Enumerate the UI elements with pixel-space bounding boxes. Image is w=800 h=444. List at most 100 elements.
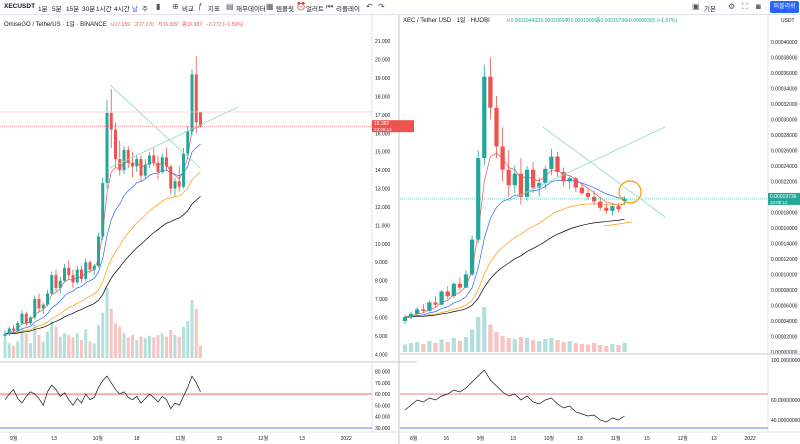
fullscreen-icon[interactable]: ⛶ (742, 2, 748, 11)
interval-15m[interactable]: 15분 (66, 6, 80, 13)
chart-type-icon[interactable]: ▮ (156, 2, 161, 11)
time-tick-label: 11월 (611, 435, 621, 442)
price-tick-label: 15.000 (375, 150, 391, 156)
volume-bar (476, 317, 481, 352)
interval-5m[interactable]: 5분 (52, 6, 62, 13)
templates-button[interactable]: 템플릿 (276, 6, 294, 13)
volume-bar (591, 343, 597, 352)
price-tick-label: 13.000 (375, 187, 391, 193)
volume-bar (549, 338, 554, 352)
undo-icon[interactable]: ↶ (366, 2, 373, 11)
indicators-icon[interactable]: ƒ (198, 2, 203, 11)
interval-1m[interactable]: 1분 (38, 6, 48, 13)
candle-body (71, 275, 75, 283)
redo-icon[interactable]: ↷ (378, 2, 385, 11)
camera-icon[interactable]: ◙ (756, 2, 761, 11)
alert-icon[interactable]: ⏰ (296, 2, 306, 11)
candle-body (439, 291, 444, 305)
financials-button[interactable]: 재무데이터 (236, 6, 266, 13)
candle-body (80, 269, 83, 279)
compare-icon[interactable]: ⊕ (172, 2, 179, 11)
volume-bar (567, 341, 572, 352)
candle-body (177, 181, 181, 187)
candle-body (463, 274, 469, 288)
candle-body (67, 267, 71, 276)
time-tick-label: 15 (217, 436, 223, 442)
volume-bar (63, 333, 66, 358)
candle-body (433, 302, 438, 305)
symbol-search[interactable]: XECUSDT (4, 3, 36, 10)
compare-button[interactable]: 비교 (182, 6, 194, 13)
financials-icon[interactable]: ▤ (226, 2, 234, 11)
publish-button[interactable]: 퍼블리쉬 (770, 1, 799, 13)
candle-body (37, 299, 41, 309)
volume-bar (54, 326, 58, 358)
volume-bar (500, 336, 505, 352)
volume-bar (109, 308, 113, 358)
volume-bar (41, 341, 45, 358)
price-tick-label: 14.000 (375, 168, 391, 174)
candle-body (3, 334, 7, 336)
price-tick-label: 0.00008000 (771, 288, 798, 294)
price-tick-label: 0.00006000 (771, 303, 798, 309)
last-price-label: 0.00019736 (770, 194, 797, 200)
candle-body (12, 328, 15, 331)
candle-body (415, 309, 420, 314)
interval-1h[interactable]: 1시간 (96, 6, 112, 13)
candle-body (97, 236, 100, 266)
settings-icon[interactable]: ⚙ (728, 2, 736, 11)
volume-bar (182, 326, 185, 358)
volume-bar (131, 334, 134, 358)
volume-bar (512, 339, 517, 352)
left-ohlc-open: 시17.159 (110, 22, 130, 28)
templates-icon[interactable]: ▦ (266, 2, 274, 11)
volume-bar (518, 337, 524, 352)
interval-4h[interactable]: 4시간 (114, 6, 130, 13)
candle-body (109, 113, 113, 130)
volume-bar (439, 339, 444, 352)
candle-body (54, 275, 58, 289)
replay-icon[interactable]: ⏮ (326, 2, 334, 11)
candle-body (445, 291, 450, 297)
replay-button[interactable]: 리플레이 (336, 6, 360, 13)
volume-bar (126, 337, 130, 358)
candle-body (190, 74, 194, 132)
candle-body (92, 265, 96, 270)
alert-button[interactable]: 얼러트 (306, 6, 324, 13)
volume-bar (433, 343, 438, 352)
volume-bar (12, 345, 15, 358)
drawn-trendline (542, 126, 666, 218)
candle-body (118, 159, 122, 171)
candle-body (33, 299, 37, 318)
right-ohlc-change: +0.00000305 (+1.57%) (626, 18, 677, 24)
candle-body (41, 304, 45, 309)
volume-bar (156, 334, 160, 358)
candle-body (160, 157, 164, 172)
layout-button[interactable]: 기본 (704, 6, 716, 13)
volume-bar (415, 342, 420, 352)
interval-day[interactable]: 날 (132, 6, 138, 13)
price-tick-label: 0.00032000 (771, 102, 798, 108)
price-tick-label: 0.00004000 (771, 319, 798, 325)
interval-30m[interactable]: 30분 (82, 6, 96, 13)
volume-bar (421, 344, 426, 352)
left-ohlc-change: −0.272 (−1.59%) (206, 22, 244, 28)
candle-body (610, 206, 615, 211)
candle-body (122, 149, 126, 171)
right-ohlc-close: 종0.00019736 (596, 18, 627, 24)
indicators-button[interactable]: 지표 (208, 6, 220, 13)
left-ohlc-high: 고17.170 (134, 22, 154, 28)
time-tick-label: 2022 (745, 436, 756, 442)
volume-bar (20, 329, 24, 358)
candle-body (604, 207, 609, 211)
volume-bar (97, 325, 100, 358)
candle-body (561, 172, 566, 182)
countdown-label: 23:09:12 (770, 200, 788, 205)
volume-bar (24, 333, 28, 358)
layout-icon[interactable]: ▣ (692, 2, 700, 11)
interval-week[interactable]: 주 (142, 6, 148, 13)
price-tick-label: 7.000 (375, 297, 388, 303)
volume-bar (118, 326, 122, 358)
oscillator-line (4, 375, 201, 410)
